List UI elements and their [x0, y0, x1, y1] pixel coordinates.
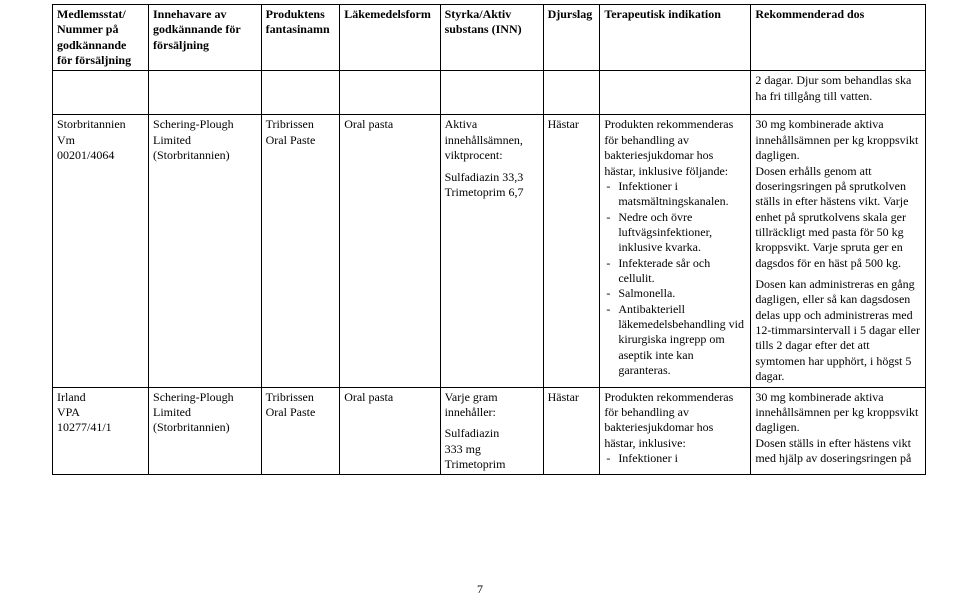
cell-empty	[149, 71, 262, 115]
header-holder: Innehavare av godkännande för försäljnin…	[149, 5, 262, 71]
cell-holder: Schering-Plough Limited (Storbritannien)	[149, 387, 262, 475]
cell-member-state: Irland VPA 10277/41/1	[53, 387, 149, 475]
cell-dose-continuation: 2 dagar. Djur som behandlas ska ha fri t…	[751, 71, 926, 115]
cell-product-name: Tribrissen Oral Paste	[261, 387, 340, 475]
table-header: Medlemsstat/ Nummer på godkännande för f…	[53, 5, 926, 71]
cell-indication: Produkten rekommenderas för behandling a…	[600, 115, 751, 387]
list-item: Nedre och övre luftvägsinfektioner, inkl…	[604, 210, 746, 256]
header-dose: Rekommenderad dos	[751, 5, 926, 71]
cell-dose: 30 mg kombinerade aktiva innehållsämnen …	[751, 115, 926, 387]
list-item: Antibakteriell läkemedelsbehandling vid …	[604, 302, 746, 379]
indication-list: Infektioner i matsmältnings­kanalen. Ned…	[604, 179, 746, 379]
cell-empty	[340, 71, 440, 115]
table-row: Storbritannien Vm 00201/4064 Schering-Pl…	[53, 115, 926, 387]
table-row: Irland VPA 10277/41/1 Schering-Plough Li…	[53, 387, 926, 475]
header-species: Djurslag	[543, 5, 600, 71]
cell-species: Hästar	[543, 115, 600, 387]
cell-empty	[261, 71, 340, 115]
cell-empty	[440, 71, 543, 115]
cell-species: Hästar	[543, 387, 600, 475]
cell-empty	[600, 71, 751, 115]
list-item: Salmonella.	[604, 286, 746, 301]
cell-indication: Produkten rekommenderas för behandling a…	[600, 387, 751, 475]
cell-pharma-form: Oral pasta	[340, 115, 440, 387]
table-row: 2 dagar. Djur som behandlas ska ha fri t…	[53, 71, 926, 115]
cell-pharma-form: Oral pasta	[340, 387, 440, 475]
header-pharma-form: Läkemedelsform	[340, 5, 440, 71]
header-product-name: Produktens fantasinamn	[261, 5, 340, 71]
document-page: Medlemsstat/ Nummer på godkännande för f…	[0, 0, 960, 611]
cell-strength: Aktiva innehållsämnen, viktprocent: Sulf…	[440, 115, 543, 387]
cell-holder: Schering-Plough Limited (Storbritannien)	[149, 115, 262, 387]
cell-strength: Varje gram innehåller: Sulfadiazin 333 m…	[440, 387, 543, 475]
cell-empty	[53, 71, 149, 115]
list-item: Infektioner i	[604, 451, 746, 466]
header-member-state: Medlemsstat/ Nummer på godkännande för f…	[53, 5, 149, 71]
list-item: Infektioner i matsmältnings­kanalen.	[604, 179, 746, 210]
list-item: Infekterade sår och cellulit.	[604, 256, 746, 287]
page-number: 7	[0, 582, 960, 597]
header-strength: Styrka/Aktiv substans (INN)	[440, 5, 543, 71]
cell-member-state: Storbritannien Vm 00201/4064	[53, 115, 149, 387]
header-indication: Terapeutisk indikation	[600, 5, 751, 71]
medicines-table: Medlemsstat/ Nummer på godkännande för f…	[52, 4, 926, 475]
cell-dose: 30 mg kombinerade aktiva innehållsämnen …	[751, 387, 926, 475]
cell-empty	[543, 71, 600, 115]
cell-product-name: Tribrissen Oral Paste	[261, 115, 340, 387]
indication-list: Infektioner i	[604, 451, 746, 466]
